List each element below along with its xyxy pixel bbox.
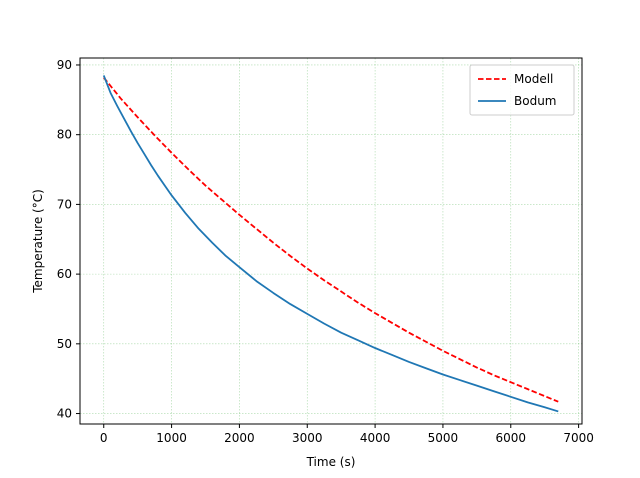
legend-entry-bodum: Bodum bbox=[514, 94, 557, 108]
grid bbox=[80, 58, 582, 424]
y-axis-label: Temperature (°C) bbox=[31, 189, 45, 294]
x-tick-label: 3000 bbox=[292, 431, 323, 445]
y-tick-label: 80 bbox=[57, 128, 72, 142]
y-tick-label: 40 bbox=[57, 407, 72, 421]
y-tick-label: 50 bbox=[57, 337, 72, 351]
series-line-modell bbox=[103, 76, 559, 403]
legend-box bbox=[469, 64, 575, 116]
series-line-bodum bbox=[102, 75, 559, 413]
y-tick-label: 90 bbox=[57, 58, 72, 72]
x-tick-label: 4000 bbox=[360, 431, 391, 445]
legend: Modell Bodum bbox=[469, 64, 575, 116]
plot-frame bbox=[79, 57, 583, 425]
x-tick-label: 5000 bbox=[428, 431, 459, 445]
y-tick-label: 60 bbox=[57, 267, 72, 281]
x-axis-label: Time (s) bbox=[306, 455, 356, 469]
series-lines bbox=[102, 75, 559, 413]
legend-entry-modell: Modell bbox=[514, 72, 553, 86]
y-tick-label: 70 bbox=[57, 197, 72, 211]
x-tick-label: 2000 bbox=[224, 431, 255, 445]
x-tick-label: 1000 bbox=[156, 431, 187, 445]
x-tick-label: 0 bbox=[100, 431, 108, 445]
x-tick-label: 6000 bbox=[495, 431, 526, 445]
x-tick-label: 7000 bbox=[563, 431, 594, 445]
axis-ticks: 0 1000 2000 3000 4000 5000 6000 7000 40 50 60 70 80 9… bbox=[57, 58, 594, 445]
